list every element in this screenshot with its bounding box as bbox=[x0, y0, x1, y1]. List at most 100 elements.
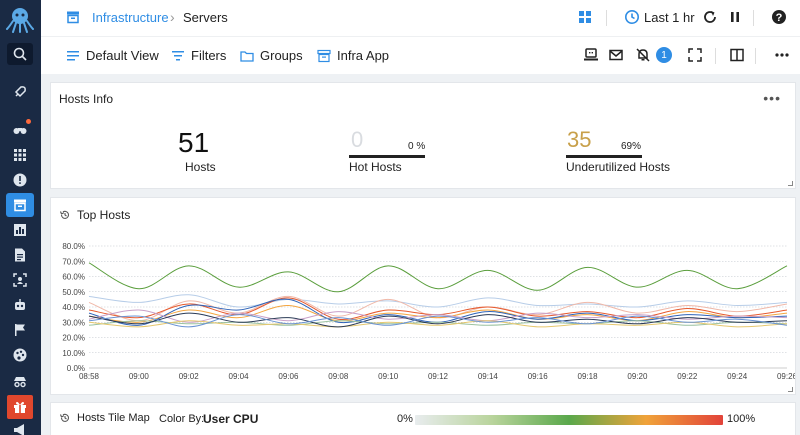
breadcrumb-infrastructure[interactable]: Infrastructure bbox=[92, 10, 169, 25]
x-tick-label: 09:14 bbox=[478, 372, 499, 381]
top-hosts-chart[interactable]: 0.0% 10.0% 20.0% 30.0% 40.0% 50.0% 60.0% 70.0% 8… bbox=[51, 236, 795, 386]
gift-icon bbox=[14, 401, 26, 413]
page-title: Servers bbox=[183, 10, 228, 25]
filters-button[interactable]: Filters bbox=[171, 48, 226, 63]
y-tick-label: 30.0% bbox=[62, 318, 85, 327]
hot-hosts-bar bbox=[349, 155, 425, 158]
color-scale-legend bbox=[415, 415, 723, 425]
sidebar-search[interactable] bbox=[7, 43, 33, 65]
hot-hosts-label: Hot Hosts bbox=[349, 160, 402, 174]
help-button[interactable]: ? bbox=[771, 9, 787, 25]
default-view-button[interactable]: Default View bbox=[66, 48, 159, 63]
email-button[interactable] bbox=[608, 47, 624, 63]
hot-hosts-count[interactable]: 0 bbox=[351, 127, 364, 152]
folder-icon bbox=[240, 50, 254, 62]
sidebar-item-announcements[interactable] bbox=[7, 419, 33, 435]
infra-app-label: Infra App bbox=[337, 48, 390, 63]
more-options-button[interactable] bbox=[774, 47, 790, 63]
sidebar-item-whats-new[interactable] bbox=[7, 395, 33, 419]
sidebar-item-scan[interactable] bbox=[7, 269, 33, 291]
view-toolbar: Default View Filters Groups Infra App 1 bbox=[41, 36, 800, 74]
series-line-10[interactable] bbox=[88, 312, 788, 328]
top-hosts-panel: Top Hosts 0.0% 10.0% 20.0% 30.0% 40.0% 50.0% 6… bbox=[50, 197, 796, 395]
alerts-muted-button[interactable] bbox=[635, 47, 651, 63]
x-tick-label: 09:10 bbox=[378, 372, 399, 381]
x-tick-label: 09:18 bbox=[578, 372, 599, 381]
time-range-label[interactable]: Last 1 hr bbox=[644, 10, 695, 25]
octopus-logo-icon[interactable] bbox=[5, 5, 35, 33]
y-tick-label: 10.0% bbox=[62, 349, 85, 358]
underutilized-hosts-label: Underutilized Hosts bbox=[566, 160, 671, 174]
y-tick-label: 70.0% bbox=[62, 257, 85, 266]
color-by-label: Color By: bbox=[159, 413, 205, 425]
divider bbox=[715, 48, 716, 64]
x-tick-label: 09:12 bbox=[428, 372, 449, 381]
series-line-9[interactable] bbox=[88, 320, 788, 328]
sidebar-item-infrastructure[interactable] bbox=[6, 193, 34, 217]
fullscreen-button[interactable] bbox=[687, 47, 703, 63]
sidebar-item-reports[interactable] bbox=[7, 219, 33, 241]
x-tick-label: 09:20 bbox=[627, 372, 648, 381]
split-view-button[interactable] bbox=[729, 47, 745, 63]
hosts-count[interactable]: 51 bbox=[178, 127, 210, 158]
help-icon: ? bbox=[772, 10, 786, 24]
binoculars-icon bbox=[13, 128, 27, 134]
x-tick-label: 09:00 bbox=[129, 372, 150, 381]
divider bbox=[606, 10, 607, 26]
sidebar-item-integrations[interactable] bbox=[7, 344, 33, 366]
underutilized-hosts-bar bbox=[566, 155, 642, 158]
underutilized-hosts-percent: 69% bbox=[621, 141, 642, 152]
agent-button[interactable] bbox=[583, 47, 599, 63]
sidebar-item-getting-started[interactable] bbox=[7, 81, 33, 103]
top-header: Infrastructure › Servers Last 1 hr ? bbox=[41, 0, 800, 36]
infra-app-button[interactable]: Infra App bbox=[317, 48, 389, 63]
notification-count-badge[interactable]: 1 bbox=[656, 47, 672, 63]
chart-icon bbox=[14, 224, 26, 236]
groups-button[interactable]: Groups bbox=[240, 48, 303, 63]
sidebar-item-incognito[interactable] bbox=[7, 370, 33, 392]
more-horizontal-icon bbox=[775, 53, 789, 57]
series-line-11[interactable] bbox=[88, 314, 788, 328]
sidebar-item-synthetics[interactable] bbox=[7, 294, 33, 316]
robot-icon bbox=[15, 299, 25, 310]
panel-title: Hosts Tile Map bbox=[59, 412, 150, 424]
y-tick-label: 50.0% bbox=[62, 288, 85, 297]
hosts-info-panel: Hosts Info ••• 51 Hosts 0 0 % Hot Hosts … bbox=[50, 82, 796, 189]
panel-title: Top Hosts bbox=[59, 208, 130, 222]
sidebar-item-dashboards[interactable] bbox=[7, 144, 33, 166]
series-line-2[interactable] bbox=[88, 294, 788, 308]
color-by-select[interactable]: User CPU bbox=[203, 412, 259, 426]
time-range-button[interactable] bbox=[624, 9, 640, 25]
hosts-info-title: Hosts Info bbox=[59, 92, 114, 106]
sidebar-item-flags[interactable] bbox=[7, 319, 33, 341]
sidebar bbox=[0, 0, 41, 435]
series-line-1[interactable] bbox=[88, 262, 788, 293]
megaphone-icon bbox=[14, 424, 24, 435]
series-line-5[interactable] bbox=[88, 304, 788, 323]
refresh-button[interactable] bbox=[702, 9, 718, 25]
breadcrumb-separator: › bbox=[170, 9, 175, 25]
columns-icon bbox=[730, 48, 744, 62]
y-tick-label: 60.0% bbox=[62, 273, 85, 282]
clock-icon bbox=[625, 10, 639, 24]
series-line-8[interactable] bbox=[88, 320, 788, 326]
dashboard-grid-icon bbox=[579, 11, 591, 23]
pause-button[interactable] bbox=[727, 9, 743, 25]
y-tick-label: 20.0% bbox=[62, 334, 85, 343]
refresh-icon bbox=[704, 11, 716, 23]
panel-menu-button[interactable]: ••• bbox=[763, 90, 781, 106]
alert-icon bbox=[13, 173, 27, 187]
palette-icon bbox=[13, 348, 27, 362]
panel-resize-handle[interactable] bbox=[788, 387, 793, 392]
underutilized-hosts-count[interactable]: 35 bbox=[567, 127, 592, 152]
rocket-icon bbox=[14, 86, 26, 98]
sidebar-item-alerts[interactable] bbox=[7, 169, 33, 191]
panel-resize-handle[interactable] bbox=[788, 181, 793, 186]
sidebar-item-logs[interactable] bbox=[7, 244, 33, 266]
series-line-7[interactable] bbox=[88, 309, 788, 323]
x-tick-label: 09:26 bbox=[777, 372, 795, 381]
sidebar-item-explore[interactable] bbox=[7, 118, 33, 140]
history-icon bbox=[59, 210, 70, 219]
layout-switch-button[interactable] bbox=[577, 9, 593, 25]
laptop-icon bbox=[584, 48, 598, 61]
